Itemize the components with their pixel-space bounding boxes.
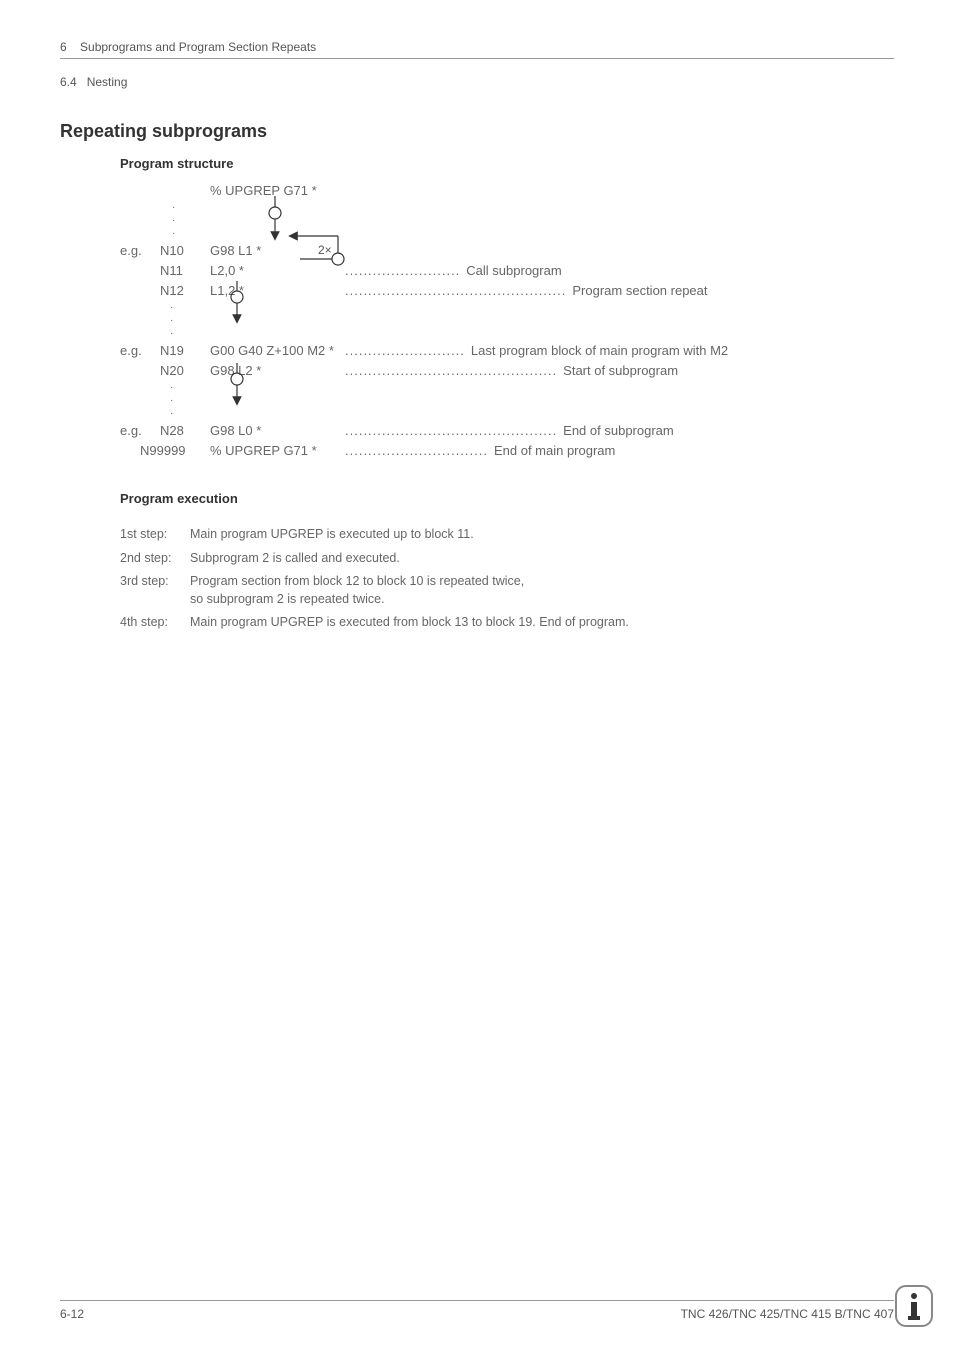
section-header: 6.4 Nesting bbox=[60, 63, 894, 93]
line-code: G98 L2 * bbox=[210, 361, 345, 381]
footer-doc-title: TNC 426/TNC 425/TNC 415 B/TNC 407 bbox=[681, 1307, 894, 1321]
step-text: Main program UPGREP is executed from blo… bbox=[190, 614, 894, 632]
line-desc: Program section repeat bbox=[566, 281, 707, 301]
step-text: Subprogram 2 is called and executed. bbox=[190, 550, 894, 568]
line-code: G00 G40 Z+100 M2 * bbox=[210, 341, 345, 361]
line-nn: N20 bbox=[160, 361, 210, 381]
exec-step-row: 2nd step: Subprogram 2 is called and exe… bbox=[120, 550, 894, 568]
program-row: e.g. N19 G00 G40 Z+100 M2 * ............… bbox=[120, 341, 894, 361]
eg-label: e.g. bbox=[120, 421, 160, 441]
step-label: 3rd step: bbox=[120, 573, 190, 608]
execution-block: 1st step: Main program UPGREP is execute… bbox=[120, 526, 894, 632]
h1-title: Repeating subprograms bbox=[60, 121, 894, 142]
program-row: e.g. N28 G98 L0 * ......................… bbox=[120, 421, 894, 441]
program-row: N20 G98 L2 * ...........................… bbox=[120, 361, 894, 381]
footer-page-num: 6-12 bbox=[60, 1307, 84, 1321]
vdots bbox=[120, 201, 894, 241]
line-nn: N99999 bbox=[140, 441, 210, 461]
code-top: % UPGREP G71 * bbox=[210, 181, 345, 201]
program-structure: 2× % UPGREP G71 * e.g. N10 G98 L1 * N11 bbox=[120, 181, 894, 461]
line-dots: .......................... bbox=[345, 341, 465, 361]
eg-label: e.g. bbox=[120, 341, 160, 361]
step-label: 1st step: bbox=[120, 526, 190, 544]
program-top-line: % UPGREP G71 * bbox=[120, 181, 894, 201]
program-row: N12 L1,2 * .............................… bbox=[120, 281, 894, 301]
line-dots: ........................................… bbox=[345, 421, 557, 441]
exec-step-row: 4th step: Main program UPGREP is execute… bbox=[120, 614, 894, 632]
step-label: 2nd step: bbox=[120, 550, 190, 568]
structure-title: Program structure bbox=[120, 156, 894, 171]
line-nn: N10 bbox=[160, 241, 210, 261]
line-desc: Start of subprogram bbox=[557, 361, 678, 381]
vdots-row: ··· bbox=[120, 301, 894, 341]
vdots-row: ··· bbox=[120, 381, 894, 421]
line-dots: ......................... bbox=[345, 261, 460, 281]
chapter-header: 6 Subprograms and Program Section Repeat… bbox=[60, 40, 894, 58]
info-icon bbox=[894, 1284, 934, 1331]
line-code: G98 L1 * bbox=[210, 241, 345, 261]
step-text: Main program UPGREP is executed up to bl… bbox=[190, 526, 894, 544]
program-row: N99999 % UPGREP G71 * ..................… bbox=[120, 441, 894, 461]
eg-label: e.g. bbox=[120, 241, 160, 261]
page-footer: 6-12 TNC 426/TNC 425/TNC 415 B/TNC 407 bbox=[60, 1300, 894, 1321]
step-label: 4th step: bbox=[120, 614, 190, 632]
line-nn: N12 bbox=[160, 281, 210, 301]
line-nn: N28 bbox=[160, 421, 210, 441]
line-desc: End of main program bbox=[488, 441, 615, 461]
page: 6 Subprograms and Program Section Repeat… bbox=[0, 0, 954, 1351]
line-dots: ........................................… bbox=[345, 361, 557, 381]
program-row: e.g. N10 G98 L1 * bbox=[120, 241, 894, 261]
line-nn: N11 bbox=[160, 261, 210, 281]
line-code: % UPGREP G71 * bbox=[210, 441, 345, 461]
program-row: N11 L2,0 * ......................... Cal… bbox=[120, 261, 894, 281]
step-text: Program section from block 12 to block 1… bbox=[190, 573, 894, 608]
line-code: G98 L0 * bbox=[210, 421, 345, 441]
line-dots: ............................... bbox=[345, 441, 488, 461]
header-rule bbox=[60, 58, 894, 59]
chapter-num: 6 bbox=[60, 40, 67, 54]
execution-title: Program execution bbox=[120, 491, 894, 506]
line-desc: End of subprogram bbox=[557, 421, 674, 441]
exec-step-row: 3rd step: Program section from block 12 … bbox=[120, 573, 894, 608]
exec-step-row: 1st step: Main program UPGREP is execute… bbox=[120, 526, 894, 544]
section-num: 6.4 bbox=[60, 75, 77, 89]
line-desc: Last program block of main program with … bbox=[465, 341, 728, 361]
line-desc: Call subprogram bbox=[460, 261, 561, 281]
line-nn: N19 bbox=[160, 341, 210, 361]
line-code: L2,0 * bbox=[210, 261, 345, 281]
line-code: L1,2 * bbox=[210, 281, 345, 301]
chapter-title: Subprograms and Program Section Repeats bbox=[80, 40, 316, 54]
section-title: Nesting bbox=[87, 75, 128, 89]
line-dots: ........................................… bbox=[345, 281, 566, 301]
